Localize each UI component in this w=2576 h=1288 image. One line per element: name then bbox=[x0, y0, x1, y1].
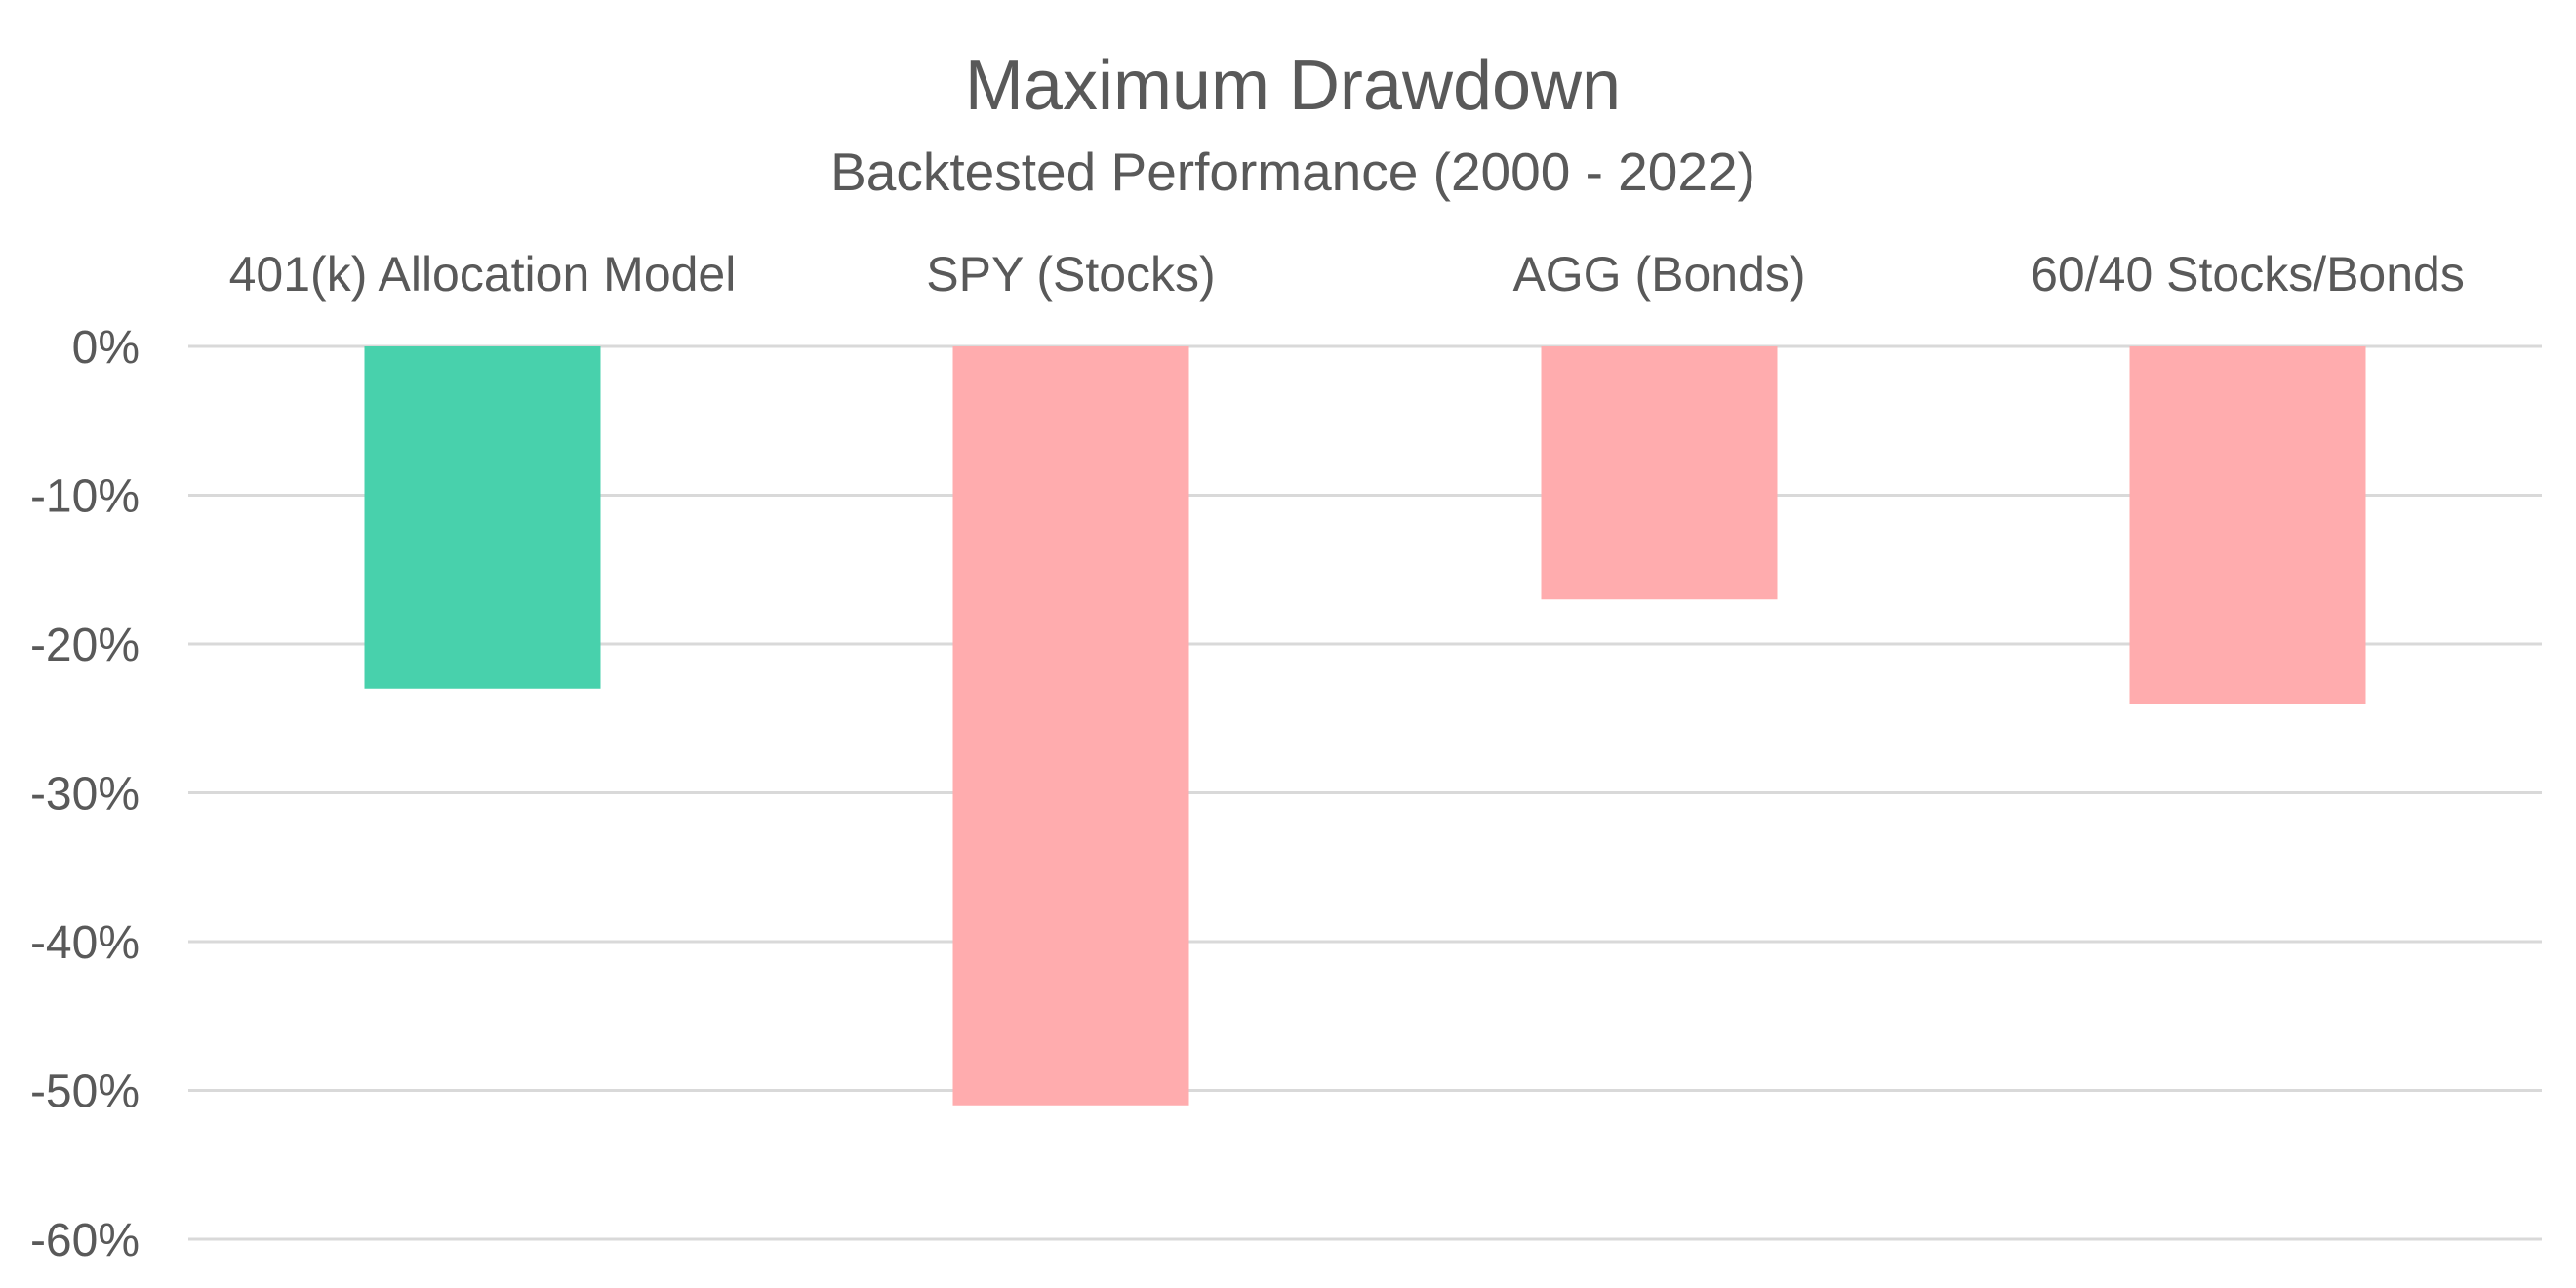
chart-subtitle: Backtested Performance (2000 - 2022) bbox=[830, 141, 1755, 202]
chart-title: Maximum Drawdown bbox=[965, 47, 1621, 125]
y-tick-label: -30% bbox=[30, 769, 140, 821]
y-tick-label: 0% bbox=[72, 322, 140, 374]
category-label: 60/40 Stocks/Bonds bbox=[2031, 247, 2465, 302]
y-axis-tick-labels: 0% -10% -20% -30% -40% -50% -60% bbox=[30, 322, 140, 1267]
y-tick-label: -40% bbox=[30, 917, 140, 969]
bar bbox=[952, 346, 1189, 1106]
bar bbox=[2129, 346, 2366, 704]
bar bbox=[364, 346, 601, 689]
y-tick-label: -10% bbox=[30, 471, 140, 523]
category-label: AGG (Bonds) bbox=[1512, 247, 1805, 302]
y-tick-label: -60% bbox=[30, 1215, 140, 1267]
category-label: 401(k) Allocation Model bbox=[229, 247, 737, 302]
bar bbox=[1541, 346, 1778, 600]
bars bbox=[364, 346, 2366, 1106]
category-labels: 401(k) Allocation Model SPY (Stocks) AGG (… bbox=[229, 247, 2465, 302]
y-tick-label: -20% bbox=[30, 620, 140, 671]
y-tick-label: -50% bbox=[30, 1067, 140, 1118]
category-label: SPY (Stocks) bbox=[926, 247, 1215, 302]
